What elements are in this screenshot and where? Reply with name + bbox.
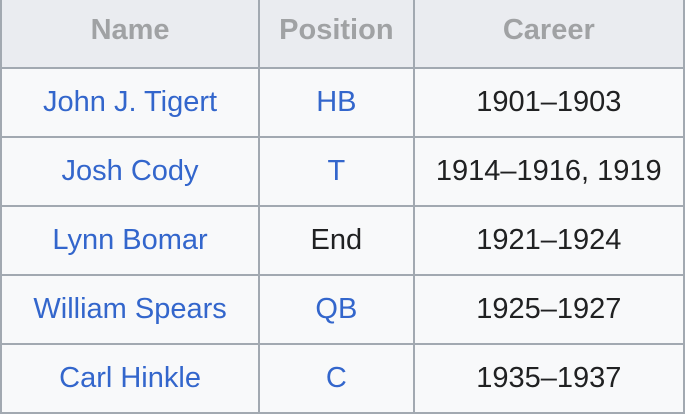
position-text: End	[310, 224, 363, 256]
player-link[interactable]: Lynn Bomar	[52, 224, 208, 256]
position-link[interactable]: QB	[315, 293, 358, 325]
position-cell: QB	[258, 274, 415, 345]
career-cell: 1921–1924	[412, 205, 685, 276]
career-cell: 1925–1927	[412, 274, 685, 345]
table-row: Lynn Bomar End 1921–1924	[0, 205, 685, 276]
position-link[interactable]: HB	[316, 86, 357, 118]
table-row: William Spears QB 1925–1927	[0, 274, 685, 345]
position-cell: HB	[258, 67, 415, 138]
table-row: Josh Cody T 1914–1916, 1919	[0, 136, 685, 207]
position-link[interactable]: C	[325, 362, 347, 394]
career-cell: 1901–1903	[412, 67, 685, 138]
position-cell: T	[258, 136, 415, 207]
column-header-position[interactable]: Position	[258, 0, 415, 69]
name-cell: Carl Hinkle	[0, 343, 261, 414]
name-cell: Lynn Bomar	[0, 205, 261, 276]
player-link[interactable]: John J. Tigert	[43, 86, 218, 118]
position-cell: End	[258, 205, 415, 276]
table-row: Carl Hinkle C 1935–1937	[0, 343, 685, 414]
position-cell: C	[258, 343, 415, 414]
career-cell: 1935–1937	[412, 343, 685, 414]
player-link[interactable]: Carl Hinkle	[59, 362, 201, 394]
name-cell: William Spears	[0, 274, 261, 345]
name-cell: John J. Tigert	[0, 67, 261, 138]
header-row: Name Position Career	[0, 0, 685, 69]
table-row: John J. Tigert HB 1901–1903	[0, 67, 685, 138]
column-header-career[interactable]: Career	[412, 0, 685, 69]
player-link[interactable]: William Spears	[33, 293, 227, 325]
position-link[interactable]: T	[327, 155, 346, 187]
player-link[interactable]: Josh Cody	[61, 155, 199, 187]
name-cell: Josh Cody	[0, 136, 261, 207]
column-header-name[interactable]: Name	[0, 0, 261, 69]
career-cell: 1914–1916, 1919	[412, 136, 685, 207]
